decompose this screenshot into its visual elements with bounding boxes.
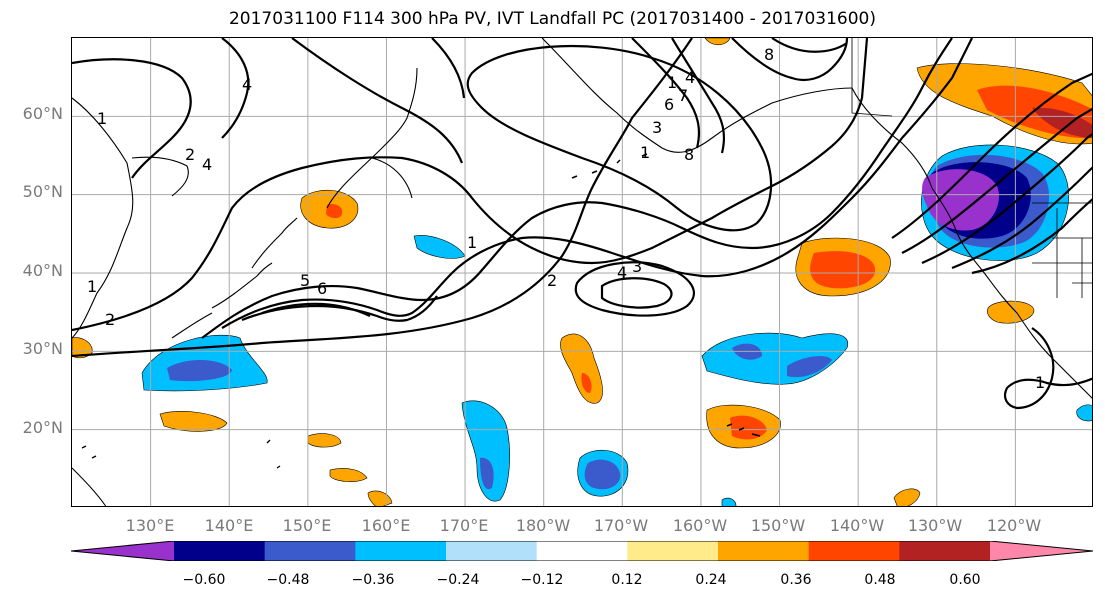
negative-anomaly-region — [461, 400, 510, 502]
contour-label: 8 — [764, 45, 774, 64]
positive-anomaly-region — [72, 337, 93, 359]
lon-label: 140°W — [829, 516, 885, 535]
positive-anomaly-region — [159, 411, 228, 432]
lon-label: 180°W — [515, 516, 571, 535]
negative-anomaly-region — [413, 235, 466, 259]
lon-label: 150°E — [282, 516, 332, 535]
contour-label: 5 — [300, 271, 310, 290]
positive-anomaly-region — [581, 373, 592, 393]
lat-label-30n: 30°N — [22, 339, 63, 358]
positive-anomaly-region — [987, 300, 1035, 324]
map-title: 2017031100 F114 300 hPa PV, IVT Landfall… — [228, 9, 876, 29]
contour-label: 1 — [97, 109, 107, 128]
lat-label-50n: 50°N — [22, 182, 63, 201]
lat-label-60n: 60°N — [22, 104, 63, 123]
positive-anomaly-region — [893, 488, 921, 506]
negative-anomaly-region — [584, 459, 621, 490]
coastlines — [72, 38, 1092, 506]
lon-label: 130°E — [125, 516, 175, 535]
positive-anomaly-region — [730, 415, 767, 440]
contour-label: 3 — [632, 257, 642, 276]
negative-anomaly-region — [480, 457, 494, 490]
contour-label: 4 — [202, 155, 212, 174]
lon-label: 120°W — [986, 516, 1042, 535]
colorbar-segment — [808, 541, 900, 561]
contour-label: 7 — [678, 86, 688, 105]
colorbar-extension-max — [990, 541, 1093, 561]
contour-label: 3 — [652, 118, 662, 137]
pv-contours — [72, 38, 1092, 410]
contour-label: 6 — [664, 95, 674, 114]
map-canvas: 1 1 1 1 1 1 2 2 2 3 3 4 4 4 4 5 6 6 7 8 … — [72, 38, 1092, 506]
contour-label: 4 — [617, 263, 627, 282]
colorbar-segment — [355, 541, 447, 561]
negative-anomaly-region — [721, 497, 737, 506]
contour-label: 2 — [185, 145, 195, 164]
lat-label-40n: 40°N — [22, 261, 63, 280]
colorbar-tick-label: 0.48 — [864, 572, 896, 588]
colorbar-segment — [264, 541, 356, 561]
contour-label: 2 — [105, 310, 115, 329]
contour-label: 1 — [467, 233, 477, 252]
contour-label: 6 — [317, 279, 327, 298]
map-panel: 1 1 1 1 1 1 2 2 2 3 3 4 4 4 4 5 6 6 7 8 … — [71, 37, 1093, 507]
contour-label: 1 — [1035, 373, 1045, 392]
lon-label: 170°E — [439, 516, 489, 535]
map-gridlines — [72, 38, 1092, 506]
positive-anomaly-region — [810, 251, 876, 289]
contour-label: 1 — [640, 143, 650, 162]
positive-anomaly-region — [560, 333, 603, 404]
colorbar-segment — [718, 541, 810, 561]
lat-label-20n: 20°N — [22, 418, 63, 437]
positive-anomaly-region — [704, 38, 731, 46]
lon-label: 160°E — [361, 516, 411, 535]
colorbar-tick-label: −0.24 — [436, 572, 480, 588]
contour-label: 8 — [684, 145, 694, 164]
colorbar-tick-label: 0.24 — [695, 572, 727, 588]
colorbar-segment — [536, 541, 628, 561]
positive-anomaly-region — [326, 204, 343, 219]
colorbar-tick-label: −0.48 — [266, 572, 310, 588]
colorbar-tick-label: −0.36 — [351, 572, 395, 588]
positive-anomaly-region — [367, 490, 393, 506]
lon-label: 160°W — [672, 516, 728, 535]
positive-anomaly-region — [1032, 107, 1092, 138]
contour-label: 4 — [242, 75, 252, 94]
contour-label: 1 — [87, 277, 97, 296]
negative-anomaly-region — [1076, 404, 1092, 422]
colorbar-segment — [899, 541, 991, 561]
contour-label: 4 — [685, 68, 695, 87]
lon-label: 150°W — [750, 516, 806, 535]
contour-label-group: 1 1 1 1 1 1 2 2 2 3 3 4 4 4 4 5 6 6 7 8 … — [87, 45, 1045, 392]
negative-anomaly-region — [167, 359, 232, 382]
colorbar-segment — [174, 541, 266, 561]
contour-label: 2 — [547, 271, 557, 290]
colorbar-segment — [627, 541, 719, 561]
positive-anomaly-region — [329, 468, 368, 482]
positive-anomaly-region — [307, 433, 342, 448]
lon-label: 170°W — [593, 516, 649, 535]
colorbar-tick-label: 0.12 — [611, 572, 643, 588]
contour-label: 1 — [667, 73, 677, 92]
colorbar-tick-label: −0.12 — [520, 572, 564, 588]
colorbar-segment — [446, 541, 538, 561]
lon-label: 130°W — [907, 516, 963, 535]
colorbar — [71, 541, 1093, 561]
colorbar-tick-label: 0.60 — [949, 572, 981, 588]
colorbar-tick-label: −0.60 — [182, 572, 226, 588]
lon-label: 140°E — [204, 516, 254, 535]
colorbar-extension-min — [71, 541, 174, 561]
colorbar-tick-label: 0.36 — [780, 572, 812, 588]
negative-anomaly-region — [787, 356, 832, 378]
negative-anomaly-region — [922, 169, 1000, 231]
